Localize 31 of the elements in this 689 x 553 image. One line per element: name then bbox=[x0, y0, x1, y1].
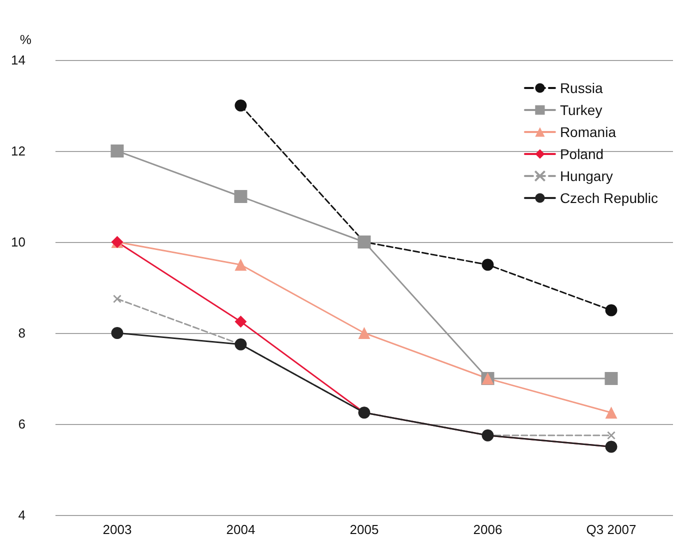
y-tick-label: 14 bbox=[10, 52, 26, 68]
legend-label: Poland bbox=[560, 146, 604, 162]
point bbox=[606, 431, 616, 440]
legend-label: Russia bbox=[560, 80, 603, 96]
x-tick-label: Q3 2007 bbox=[586, 522, 636, 537]
y-tick-label: 12 bbox=[10, 144, 26, 158]
point bbox=[111, 327, 124, 339]
y-tick-label: 4 bbox=[18, 508, 26, 522]
y-axis-title: % bbox=[20, 32, 32, 47]
x-tick-label: 2005 bbox=[350, 522, 379, 537]
point bbox=[605, 304, 618, 316]
point bbox=[112, 294, 122, 304]
legend-label: Czech Republic bbox=[560, 190, 658, 206]
legend-label: Turkey bbox=[560, 102, 602, 118]
x-tick-label: 2006 bbox=[473, 522, 502, 537]
point bbox=[234, 316, 247, 328]
point bbox=[605, 406, 618, 419]
x-tick-label: 2003 bbox=[102, 522, 132, 537]
point bbox=[358, 327, 370, 339]
x-tick-label: 2004 bbox=[226, 522, 256, 537]
point bbox=[604, 372, 618, 385]
point bbox=[234, 258, 247, 271]
point bbox=[234, 190, 248, 203]
point bbox=[482, 258, 494, 271]
legend-label: Romania bbox=[560, 124, 616, 140]
legend-label: Hungary bbox=[560, 168, 613, 184]
point bbox=[110, 144, 124, 158]
y-tick-label: 8 bbox=[18, 326, 26, 340]
y-tick-label: 6 bbox=[18, 416, 26, 432]
point bbox=[234, 100, 247, 112]
y-tick-label: 10 bbox=[10, 234, 26, 250]
